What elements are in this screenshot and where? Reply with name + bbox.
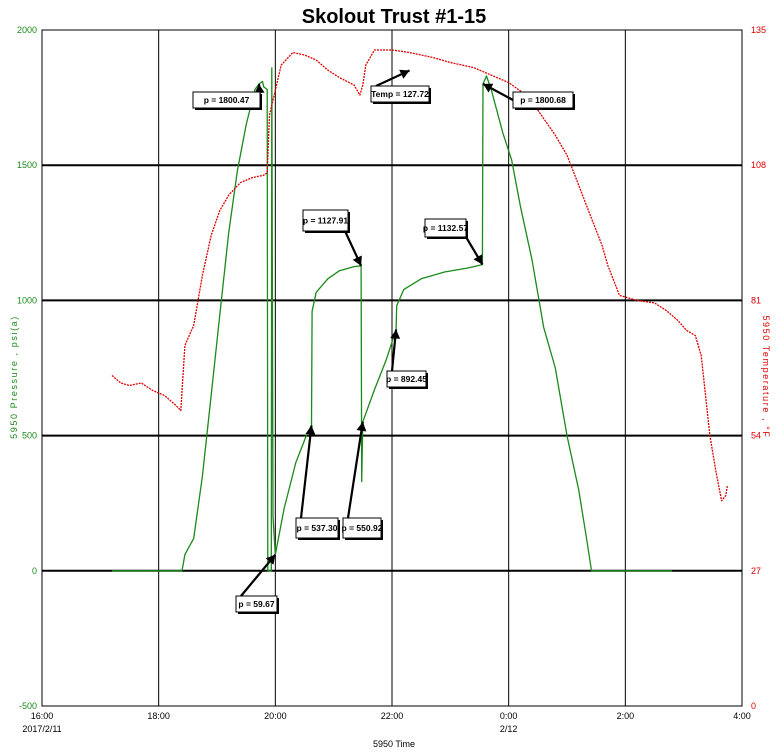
callout-arrowhead (356, 421, 367, 432)
callout-arrowhead (352, 255, 362, 266)
callout-label: p = 1800.47 (204, 95, 250, 105)
y-tick-label-right: 108 (751, 160, 766, 170)
callout-label: p = 1127.91 (303, 216, 348, 226)
callout-arrowhead (390, 329, 401, 339)
callout-label: p = 1800.68 (520, 95, 566, 105)
y-tick-label-left: 1500 (17, 160, 37, 170)
y-tick-label-left: 2000 (17, 25, 37, 35)
callout-arrowhead (254, 83, 265, 94)
callout-label: p = 892.45 (386, 374, 427, 384)
callout-box (235, 595, 278, 613)
callout-leader (299, 425, 313, 519)
callout-box (302, 209, 349, 232)
callout-box (424, 218, 467, 238)
callout-arrowhead (399, 69, 410, 79)
y-tick-label-right: 81 (751, 295, 761, 305)
series-layer (111, 49, 729, 572)
y-tick-label-left: 1000 (17, 295, 37, 305)
x-tick-label: 20:00 (264, 711, 287, 721)
y-axis-label-right: 5950 Temperature , °F (761, 315, 771, 438)
annotation-layer: p = 1800.47 Temp = 127.72 p = 1800.68 p = 1… (192, 69, 575, 614)
y-tick-label-right: 54 (751, 431, 761, 441)
x-tick-label: 22:00 (381, 711, 404, 721)
y-tick-label-left: 0 (32, 566, 37, 576)
callout-leader (346, 421, 364, 519)
x-tick-label: 16:00 (31, 711, 54, 721)
y-tick-label-left: 500 (22, 431, 37, 441)
callout-box (192, 91, 261, 109)
x-tick-label: 0:00 (500, 711, 518, 721)
callout-arrowhead (483, 83, 494, 93)
pressure-series-line (112, 67, 672, 572)
y-tick-label-right: 0 (751, 701, 756, 711)
callout-arrowhead (265, 554, 276, 565)
x-axis-label: 5950 Time (373, 739, 415, 749)
callout-label: p = 1132.57 (423, 223, 468, 233)
y-axis-label-left: 5950 Pressure , psi(a) (9, 315, 19, 439)
callout-label: p = 537.30 (297, 523, 338, 533)
y-tick-label-left: -500 (19, 701, 37, 711)
x-tick-sublabel: 2017/2/11 (22, 724, 61, 734)
y-tick-label-right: 135 (751, 25, 766, 35)
callout-box (512, 91, 574, 109)
callout-arrowhead (473, 254, 483, 265)
axis-layer: 16:00 2017/2/11 18:00 20:00 22:00 0:00 2/12 2:0… (17, 25, 766, 734)
x-tick-label: 18:00 (147, 711, 170, 721)
x-tick-label: 2:00 (617, 711, 635, 721)
chart-title: Skolout Trust #1-15 (302, 6, 487, 28)
y-tick-label-right: 27 (751, 566, 761, 576)
callout-arrowhead (305, 425, 316, 436)
callout-box (386, 370, 427, 388)
grid-layer (41, 29, 743, 707)
callout-box (370, 85, 430, 103)
x-tick-sublabel: 2/12 (500, 724, 518, 734)
callout-box (295, 517, 339, 539)
callout-label: p = 550.92 (342, 523, 383, 533)
callout-label: p = 59.67 (238, 599, 274, 609)
x-tick-label: 4:00 (733, 711, 751, 721)
callout-label: Temp = 127.72 (371, 89, 429, 99)
callout-box (342, 517, 382, 539)
temperature-series-line (111, 49, 729, 502)
